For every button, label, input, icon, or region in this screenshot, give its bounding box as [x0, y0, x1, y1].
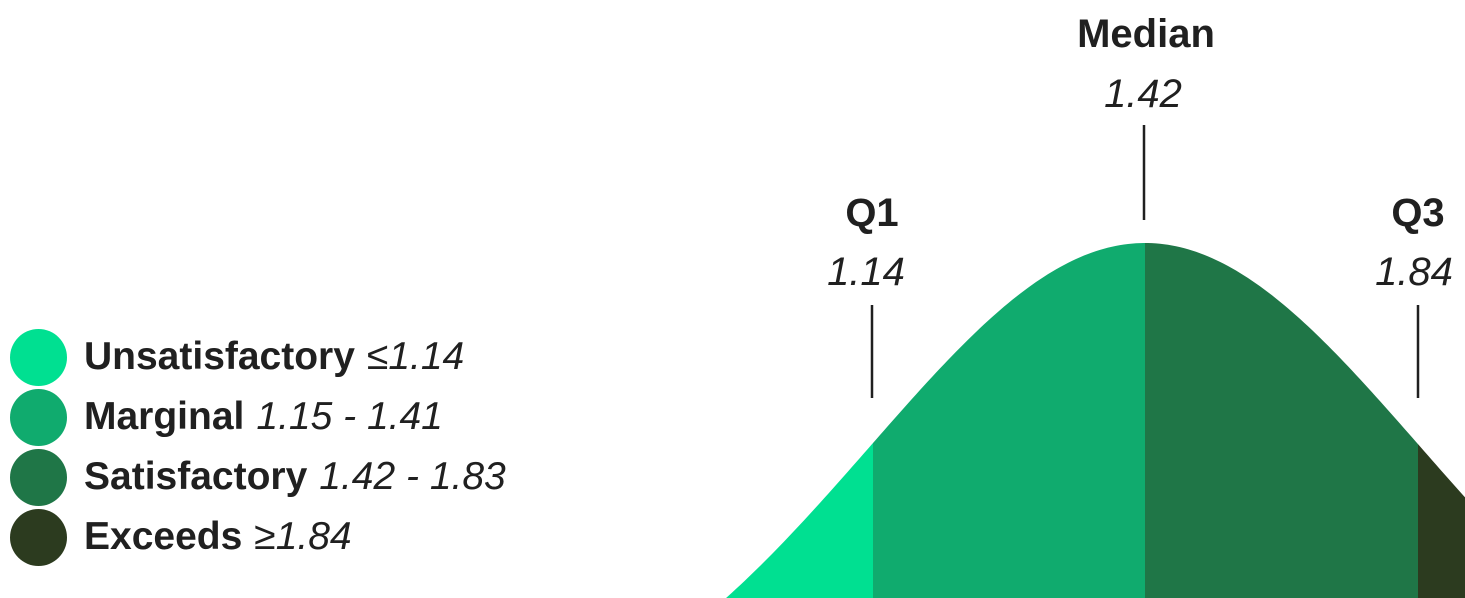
q3-label: Q3: [1391, 191, 1444, 235]
legend: Unsatisfactory ≤1.14 Marginal 1.15 - 1.41 …: [10, 327, 506, 567]
region-marginal: [873, 243, 1145, 598]
region-unsatisfactory: [560, 243, 873, 598]
legend-swatch-marginal: [10, 388, 67, 446]
legend-swatch-satisfactory: [10, 448, 67, 506]
legend-range: ≥1.84: [254, 515, 352, 558]
legend-label: Marginal: [84, 395, 245, 438]
legend-range: 1.42 - 1.83: [319, 455, 506, 498]
legend-item-exceeds: Exceeds ≥1.84: [10, 507, 506, 567]
q1-value: 1.14: [827, 250, 905, 294]
legend-range: ≤1.14: [366, 335, 465, 378]
legend-range: 1.15 - 1.41: [256, 395, 443, 438]
median-value: 1.42: [1104, 72, 1182, 116]
legend-label: Satisfactory: [84, 455, 308, 498]
q3-value: 1.84: [1375, 250, 1453, 294]
legend-label: Exceeds: [84, 515, 243, 558]
q1-label: Q1: [845, 191, 898, 235]
legend-item-unsatisfactory: Unsatisfactory ≤1.14: [10, 327, 506, 387]
legend-swatch-unsatisfactory: [10, 328, 67, 386]
legend-item-satisfactory: Satisfactory 1.42 - 1.83: [10, 447, 506, 507]
legend-label: Unsatisfactory: [84, 335, 355, 378]
legend-item-marginal: Marginal 1.15 - 1.41: [10, 387, 506, 447]
median-label: Median: [1077, 12, 1215, 56]
legend-swatch-exceeds: [10, 508, 67, 566]
